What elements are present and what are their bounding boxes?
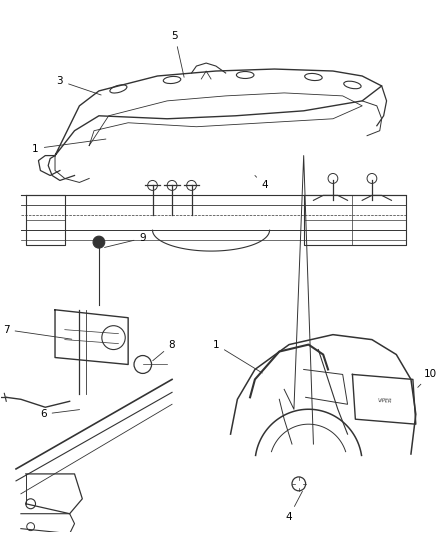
- Text: 1: 1: [212, 340, 262, 373]
- Text: 5: 5: [172, 31, 184, 77]
- Text: 4: 4: [255, 175, 268, 190]
- Text: VIPER: VIPER: [377, 399, 392, 404]
- Text: 10: 10: [418, 369, 437, 387]
- Text: 1: 1: [32, 139, 106, 154]
- Text: 8: 8: [153, 340, 175, 361]
- Text: 9: 9: [105, 233, 146, 247]
- Text: 3: 3: [57, 76, 101, 95]
- Text: 4: 4: [286, 491, 302, 522]
- Text: 6: 6: [40, 409, 80, 419]
- Text: 7: 7: [3, 325, 72, 339]
- Circle shape: [93, 236, 105, 248]
